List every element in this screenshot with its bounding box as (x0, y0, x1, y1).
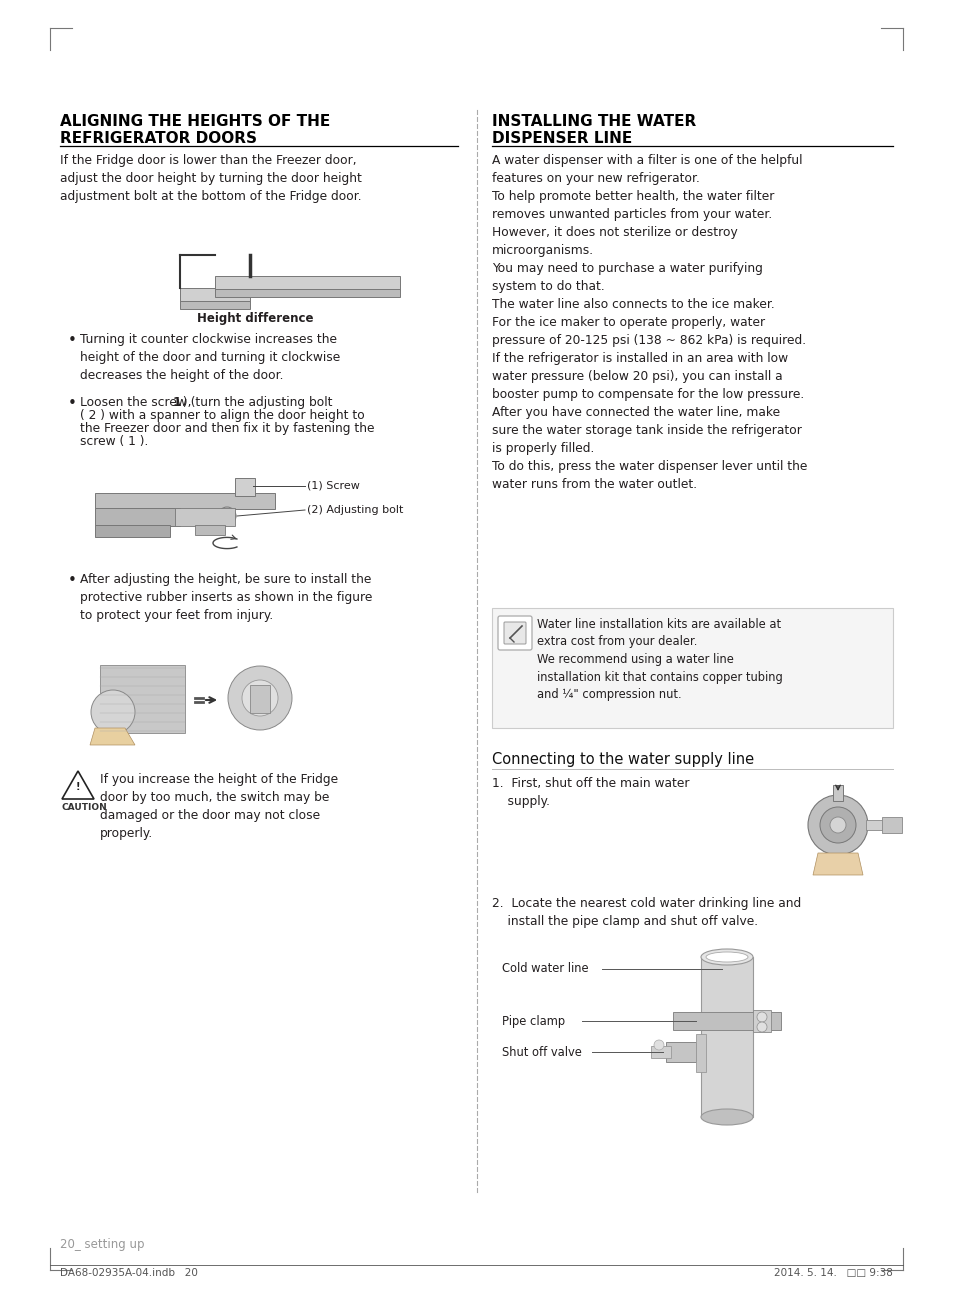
Text: 2.  Locate the nearest cold water drinking line and
    install the pipe clamp a: 2. Locate the nearest cold water drinkin… (492, 896, 801, 928)
Ellipse shape (705, 952, 747, 961)
Text: the Freezer door and then fix it by fastening the: the Freezer door and then fix it by fast… (80, 422, 375, 435)
Circle shape (757, 1023, 766, 1032)
Bar (234, 477, 254, 496)
Text: Loosen the screw (: Loosen the screw ( (80, 396, 199, 409)
Ellipse shape (700, 1108, 752, 1125)
Text: Height difference: Height difference (196, 312, 313, 325)
Bar (174, 507, 234, 526)
Text: ), turn the adjusting bolt: ), turn the adjusting bolt (178, 396, 332, 409)
Bar (752, 1010, 770, 1032)
Bar (882, 817, 901, 833)
Text: screw ( 1 ).: screw ( 1 ). (80, 435, 149, 448)
Text: •: • (68, 333, 77, 347)
Text: CAUTION: CAUTION (62, 803, 108, 812)
Circle shape (218, 507, 235, 526)
Circle shape (807, 795, 867, 855)
Polygon shape (812, 853, 862, 876)
Bar (672, 1012, 781, 1030)
Text: DA68-02935A-04.indb   20: DA68-02935A-04.indb 20 (60, 1268, 197, 1278)
Circle shape (757, 1012, 766, 1023)
Bar (95, 493, 274, 509)
Text: (1) Screw: (1) Screw (307, 481, 359, 490)
Bar (492, 608, 892, 729)
Text: ALIGNING THE HEIGHTS OF THE: ALIGNING THE HEIGHTS OF THE (60, 114, 330, 129)
FancyBboxPatch shape (497, 615, 532, 650)
Text: Water line installation kits are available at
extra cost from your dealer.
We re: Water line installation kits are availab… (537, 618, 781, 701)
Bar (194, 526, 225, 535)
FancyBboxPatch shape (503, 622, 525, 644)
Bar (214, 289, 399, 297)
Circle shape (820, 807, 855, 843)
Text: 20_ setting up: 20_ setting up (60, 1239, 144, 1252)
Text: (2) Adjusting bolt: (2) Adjusting bolt (307, 505, 403, 515)
Text: •: • (68, 396, 77, 411)
Text: Shut off valve: Shut off valve (501, 1046, 581, 1059)
Bar (180, 301, 250, 310)
Ellipse shape (700, 948, 752, 965)
Bar (832, 785, 842, 801)
Circle shape (829, 817, 845, 833)
Text: Cold water line: Cold water line (501, 963, 588, 976)
Text: If the Fridge door is lower than the Freezer door,
adjust the door height by tur: If the Fridge door is lower than the Fre… (60, 154, 361, 203)
Bar (865, 820, 883, 830)
Bar (650, 1046, 670, 1058)
Text: 1: 1 (172, 396, 180, 409)
Bar (700, 958, 752, 1118)
Text: 1.  First, shut off the main water
    supply.: 1. First, shut off the main water supply… (492, 777, 689, 808)
Text: •: • (68, 572, 77, 588)
Text: INSTALLING THE WATER: INSTALLING THE WATER (492, 114, 696, 129)
Bar (95, 507, 180, 526)
Circle shape (228, 666, 292, 730)
Text: REFRIGERATOR DOORS: REFRIGERATOR DOORS (60, 131, 256, 146)
Bar (214, 276, 399, 290)
Text: Pipe clamp: Pipe clamp (501, 1015, 564, 1028)
Polygon shape (90, 729, 135, 745)
Text: Turning it counter clockwise increases the
height of the door and turning it clo: Turning it counter clockwise increases t… (80, 333, 340, 382)
Bar (250, 686, 270, 713)
Bar (665, 1042, 696, 1062)
Text: After adjusting the height, be sure to install the
protective rubber inserts as : After adjusting the height, be sure to i… (80, 572, 372, 622)
Text: !: ! (75, 782, 80, 792)
Bar (180, 288, 250, 302)
Text: A water dispenser with a filter is one of the helpful
features on your new refri: A water dispenser with a filter is one o… (492, 154, 806, 490)
Text: Connecting to the water supply line: Connecting to the water supply line (492, 752, 753, 768)
Bar (95, 526, 170, 537)
Bar (100, 665, 185, 732)
Text: DISPENSER LINE: DISPENSER LINE (492, 131, 632, 146)
Circle shape (654, 1039, 663, 1050)
Text: ( 2 ) with a spanner to align the door height to: ( 2 ) with a spanner to align the door h… (80, 409, 364, 422)
Circle shape (91, 690, 135, 734)
Circle shape (242, 680, 277, 716)
Text: 2014. 5. 14.   □□ 9:38: 2014. 5. 14. □□ 9:38 (773, 1268, 892, 1278)
Bar (696, 1034, 705, 1072)
Text: If you increase the height of the Fridge
door by too much, the switch may be
dam: If you increase the height of the Fridge… (100, 773, 337, 840)
